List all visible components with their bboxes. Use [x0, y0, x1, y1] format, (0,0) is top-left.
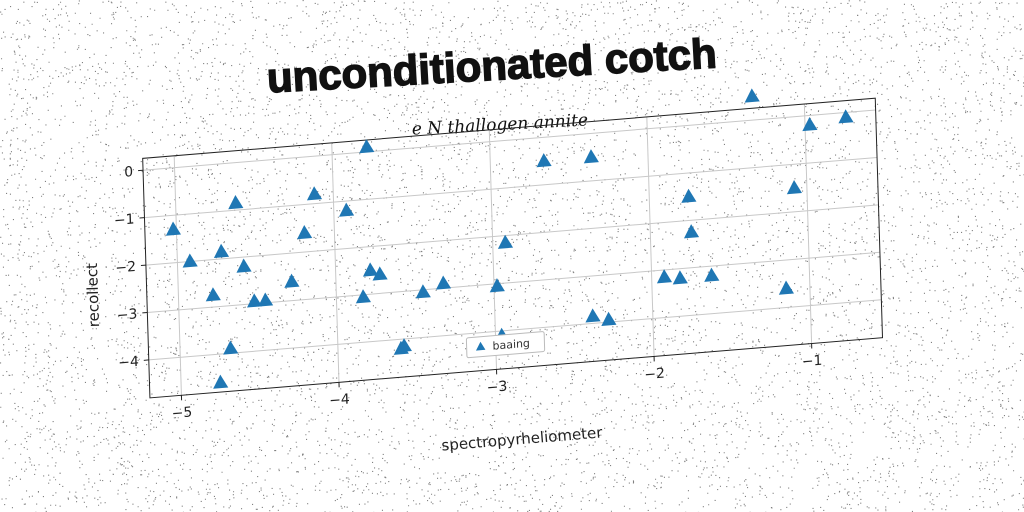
data-point — [786, 180, 803, 195]
data-point — [585, 308, 601, 323]
data-point — [396, 338, 412, 353]
data-point — [359, 139, 375, 154]
y-gridline — [143, 109, 876, 171]
data-point — [339, 202, 355, 217]
chart-subtitle: e N thallogen annite — [411, 110, 588, 139]
data-point — [165, 221, 182, 236]
legend-marker-triangle-icon — [475, 341, 486, 351]
y-axis-label: recollect — [83, 263, 103, 328]
data-point — [228, 195, 244, 210]
data-point — [284, 273, 300, 288]
y-tick-label: −4 — [118, 354, 139, 372]
x-tick-label: −2 — [644, 366, 665, 384]
y-gridline — [148, 299, 882, 361]
data-point — [656, 269, 673, 284]
legend-box — [465, 331, 546, 359]
data-point — [415, 284, 431, 299]
data-point — [704, 267, 720, 282]
data-point — [601, 311, 617, 326]
data-point — [355, 289, 371, 304]
x-gridline — [488, 129, 498, 370]
data-point — [583, 149, 599, 164]
data-point — [362, 262, 379, 277]
x-tick-label: −4 — [329, 391, 350, 409]
data-point — [372, 266, 388, 281]
data-point — [306, 186, 323, 201]
x-gridline — [646, 116, 655, 357]
data-point — [497, 234, 514, 249]
legend: baaing — [465, 331, 546, 359]
data-point — [258, 292, 274, 307]
axes-frame — [142, 97, 884, 399]
data-point — [778, 280, 794, 295]
data-point — [205, 287, 221, 302]
data-point — [246, 293, 263, 308]
data-point — [838, 109, 854, 124]
x-tick-label: −3 — [487, 379, 508, 397]
legend-label: baaing — [492, 337, 530, 353]
data-point — [672, 270, 688, 285]
x-tick-label: −5 — [171, 404, 192, 422]
data-point — [297, 225, 313, 240]
x-gridline — [331, 142, 340, 383]
data-point — [213, 243, 230, 258]
chart-title: unconditionated cotch — [266, 29, 718, 101]
data-point — [536, 153, 552, 168]
data-point — [683, 224, 700, 239]
y-gridline — [145, 204, 879, 266]
data-point — [236, 258, 252, 273]
plot-area: −5 −4 −3 −2 −1 0 −1 −2 −3 −4 baaing — [114, 88, 884, 422]
data-point — [213, 374, 229, 389]
x-gridline — [803, 103, 813, 344]
data-point — [435, 275, 452, 290]
x-tick-label: −1 — [802, 353, 823, 371]
y-tick-label: 0 — [124, 164, 133, 181]
y-gridline — [144, 156, 878, 219]
data-point — [223, 340, 239, 355]
data-point — [802, 116, 818, 132]
data-point — [489, 278, 505, 293]
data-point — [681, 188, 697, 203]
grid — [143, 103, 882, 396]
axis-ticks: −5 −4 −3 −2 −1 0 −1 −2 −3 −4 — [114, 164, 823, 422]
data-point — [744, 88, 760, 103]
y-tick-label: −3 — [117, 306, 138, 324]
x-gridline — [173, 155, 182, 396]
y-tick-label: −2 — [115, 259, 136, 277]
data-point — [182, 253, 198, 268]
y-tick-label: −1 — [114, 211, 135, 229]
